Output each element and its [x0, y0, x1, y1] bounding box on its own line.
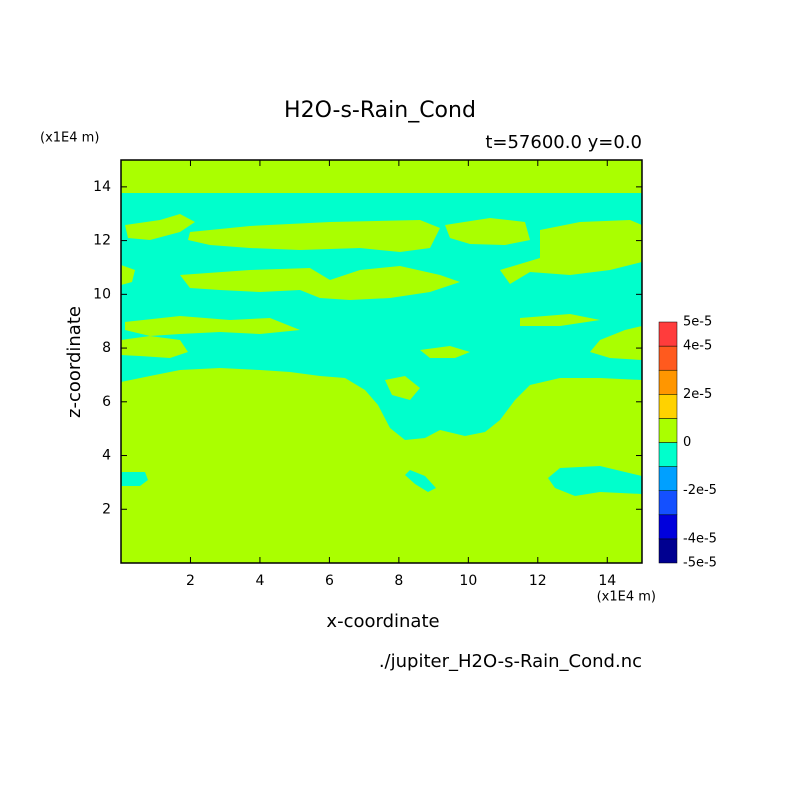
x-tick-label: 6 [325, 573, 334, 589]
x-axis-label: x-coordinate [326, 611, 439, 632]
colorbar-label: 5e-5 [683, 315, 712, 330]
x-unit: (x1E4 m) [597, 590, 656, 605]
y-tick-label: 10 [93, 286, 111, 302]
y-axis-label: z-coordinate [64, 306, 85, 418]
source-file: ./jupiter_H2O-s-Rain_Cond.nc [379, 651, 642, 672]
region-cyan [405, 470, 436, 492]
region-green [590, 326, 642, 360]
colorbar-box [658, 442, 678, 467]
region-green [420, 346, 470, 358]
chart-title: H2O-s-Rain_Cond [284, 98, 476, 123]
colorbar-box [658, 418, 678, 443]
colorbar-label: 0 [683, 435, 691, 450]
colorbar-label: -2e-5 [683, 483, 717, 498]
y-tick-label: 14 [93, 179, 111, 195]
region-green [385, 376, 420, 400]
colorbar-box [658, 514, 678, 540]
colorbar-label: 4e-5 [683, 339, 712, 354]
y-tick-label: 8 [102, 340, 111, 356]
colorbar-box [658, 538, 678, 564]
region-cyan [121, 472, 148, 486]
colorbar-box [658, 394, 678, 419]
x-tick-label: 12 [529, 573, 547, 589]
region-cyan [548, 466, 642, 496]
region-green [520, 314, 600, 326]
region-cyan [121, 193, 642, 440]
y-tick-label: 6 [102, 394, 111, 410]
colorbar-box [658, 321, 678, 347]
x-tick-label: 4 [255, 573, 264, 589]
x-tick-label: 14 [598, 573, 616, 589]
colorbar-box [658, 369, 678, 395]
region-green [125, 316, 300, 336]
region-green [125, 214, 195, 240]
region-green [121, 336, 188, 358]
colorbar-box [658, 466, 678, 491]
plot-frame [120, 159, 643, 564]
y-tick-label: 12 [93, 233, 111, 249]
x-tick-label: 8 [394, 573, 403, 589]
plot-area [121, 160, 642, 563]
y-tick-label: 4 [102, 448, 111, 464]
colorbar-box [658, 345, 678, 371]
y-unit: (x1E4 m) [40, 131, 99, 146]
colorbar-label: -5e-5 [683, 556, 717, 571]
region-green [121, 265, 135, 285]
y-tick-label: 2 [102, 501, 111, 517]
colorbar-label: 2e-5 [683, 387, 712, 402]
region-green [188, 220, 440, 252]
colorbar-label: -4e-5 [683, 531, 717, 546]
region-green [180, 266, 460, 300]
colorbar-box [658, 490, 678, 516]
x-tick-label: 10 [459, 573, 477, 589]
region-green [500, 220, 642, 284]
x-tick-label: 2 [186, 573, 195, 589]
region-green [445, 218, 530, 245]
chart-subtitle: t=57600.0 y=0.0 [485, 132, 642, 153]
